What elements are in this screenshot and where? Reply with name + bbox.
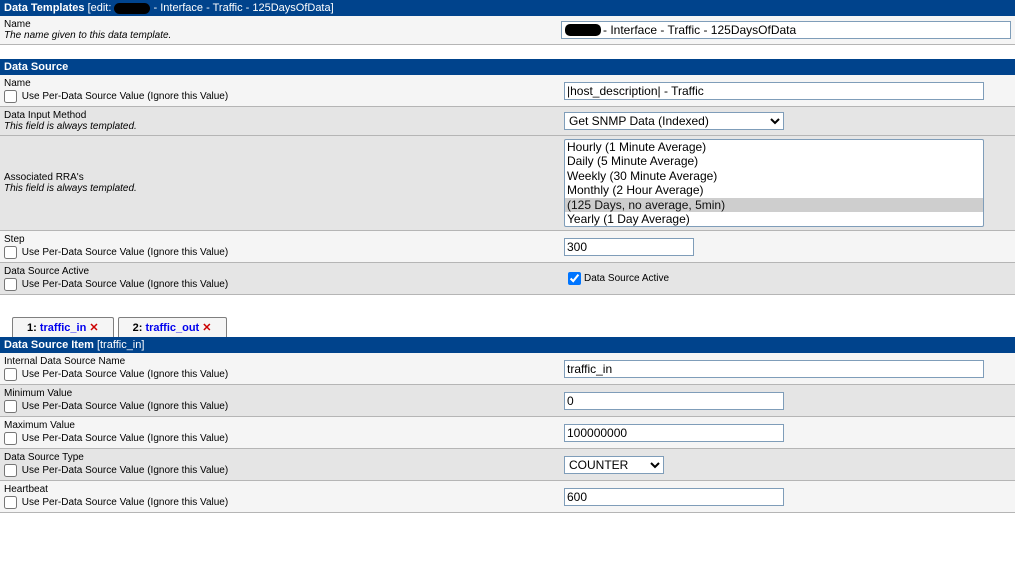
- active-perds-checkbox[interactable]: [4, 278, 17, 291]
- dt-subtitle: [edit: - Interface - Traffic - 125DaysOf…: [88, 2, 334, 14]
- data-source-header: Data Source: [0, 59, 1015, 75]
- dsi-internal-perds-checkbox[interactable]: [4, 368, 17, 381]
- step-label: Step: [4, 234, 556, 245]
- dsi-max-input[interactable]: [564, 424, 784, 442]
- data-templates-header: Data Templates [edit: - Interface - Traf…: [0, 0, 1015, 16]
- dsi-type-label: Data Source Type: [4, 452, 556, 463]
- name-input-wrap[interactable]: - Interface - Traffic - 125DaysOfData: [561, 21, 1011, 39]
- dsi-internal-row: Internal Data Source Name Use Per-Data S…: [0, 353, 1015, 385]
- rras-desc: This field is always templated.: [4, 183, 556, 194]
- ds-item-tabs: 1: traffic_in ✕ 2: traffic_out ✕: [0, 317, 1015, 337]
- dsi-max-perds-checkbox[interactable]: [4, 432, 17, 445]
- input-method-desc: This field is always templated.: [4, 121, 556, 132]
- active-right-label: Data Source Active: [584, 273, 669, 284]
- close-icon[interactable]: ✕: [89, 322, 98, 334]
- tab-traffic-out[interactable]: 2: traffic_out ✕: [118, 317, 227, 337]
- step-cb-label: Use Per-Data Source Value (Ignore this V…: [22, 247, 228, 258]
- redacted-icon: [565, 24, 601, 36]
- active-row: Data Source Active Use Per-Data Source V…: [0, 263, 1015, 295]
- ds-name-cb-label: Use Per-Data Source Value (Ignore this V…: [22, 91, 228, 102]
- rras-row: Associated RRA's This field is always te…: [0, 136, 1015, 231]
- dsi-min-row: Minimum Value Use Per-Data Source Value …: [0, 385, 1015, 417]
- dsi-type-select[interactable]: COUNTER: [564, 456, 664, 474]
- input-method-label: Data Input Method: [4, 110, 556, 121]
- ds-name-label: Name: [4, 78, 556, 89]
- step-perds-checkbox[interactable]: [4, 246, 17, 259]
- ds-name-input[interactable]: [564, 82, 984, 100]
- dsi-hb-input[interactable]: [564, 488, 784, 506]
- dsi-hb-perds-checkbox[interactable]: [4, 496, 17, 509]
- name-label: Name: [4, 19, 553, 30]
- dsi-max-label: Maximum Value: [4, 420, 556, 431]
- tab-traffic-in[interactable]: 1: traffic_in ✕: [12, 317, 114, 337]
- dt-title: Data Templates: [4, 2, 85, 14]
- template-name-row: Name The name given to this data templat…: [0, 16, 1015, 45]
- ds-name-row: Name Use Per-Data Source Value (Ignore t…: [0, 75, 1015, 107]
- dsi-min-perds-checkbox[interactable]: [4, 400, 17, 413]
- input-method-select[interactable]: Get SNMP Data (Indexed): [564, 112, 784, 130]
- active-cb-label: Use Per-Data Source Value (Ignore this V…: [22, 279, 228, 290]
- dsi-type-perds-checkbox[interactable]: [4, 464, 17, 477]
- dsi-internal-label: Internal Data Source Name: [4, 356, 556, 367]
- name-desc: The name given to this data template.: [4, 30, 553, 41]
- dsi-min-label: Minimum Value: [4, 388, 556, 399]
- dsi-hb-row: Heartbeat Use Per-Data Source Value (Ign…: [0, 481, 1015, 513]
- step-input[interactable]: [564, 238, 694, 256]
- close-icon[interactable]: ✕: [202, 322, 211, 334]
- redacted-icon: [114, 3, 150, 14]
- ds-item-header: Data Source Item [traffic_in]: [0, 337, 1015, 353]
- dsi-internal-input[interactable]: [564, 360, 984, 378]
- dsi-type-row: Data Source Type Use Per-Data Source Val…: [0, 449, 1015, 481]
- dsi-min-input[interactable]: [564, 392, 784, 410]
- rras-select[interactable]: Hourly (1 Minute Average)Daily (5 Minute…: [564, 139, 984, 227]
- dsi-hb-label: Heartbeat: [4, 484, 556, 495]
- rras-label: Associated RRA's: [4, 172, 556, 183]
- active-label: Data Source Active: [4, 266, 556, 277]
- dsi-max-row: Maximum Value Use Per-Data Source Value …: [0, 417, 1015, 449]
- active-checkbox[interactable]: [568, 272, 581, 285]
- ds-name-perds-checkbox[interactable]: [4, 90, 17, 103]
- input-method-row: Data Input Method This field is always t…: [0, 107, 1015, 136]
- step-row: Step Use Per-Data Source Value (Ignore t…: [0, 231, 1015, 263]
